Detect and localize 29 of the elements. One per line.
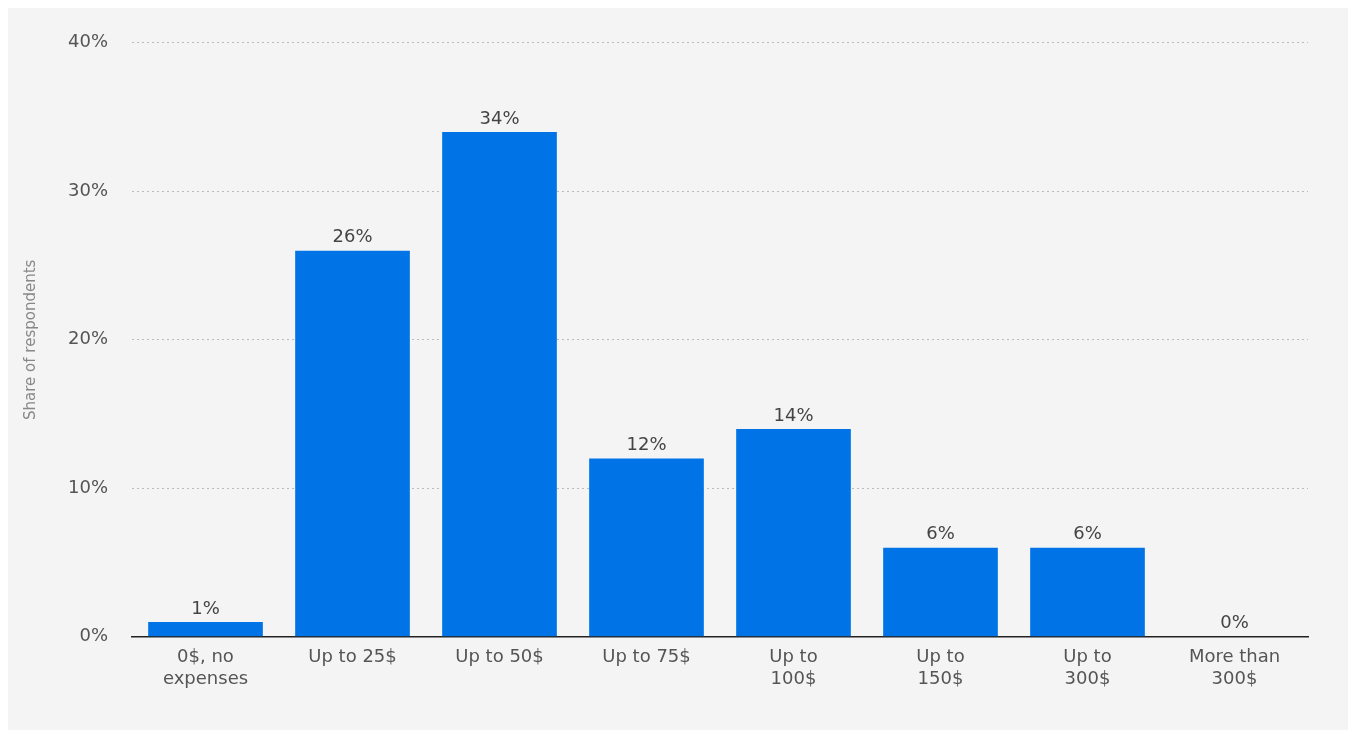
data-label: 26% xyxy=(332,225,373,247)
data-label: 1% xyxy=(191,596,220,618)
x-tick-label: More than 300$ xyxy=(1188,645,1281,688)
x-tick-label: Up to 100$ xyxy=(769,645,818,688)
bar xyxy=(442,131,557,637)
data-label: 34% xyxy=(479,106,520,128)
x-tick-label: Up to 50$ xyxy=(455,645,544,667)
bar xyxy=(148,621,263,637)
data-label: 14% xyxy=(773,403,814,425)
x-tick-label: Up to 25$ xyxy=(308,645,397,667)
data-label: 6% xyxy=(926,522,955,544)
x-tick-label: Up to 300$ xyxy=(1063,645,1112,688)
y-tick-label: 20% xyxy=(67,327,109,349)
y-tick-label: 10% xyxy=(67,475,109,497)
bar xyxy=(883,547,998,637)
x-tick-label: Up to 150$ xyxy=(916,645,965,688)
y-tick-label: 30% xyxy=(67,178,109,200)
y-tick-label: 40% xyxy=(67,30,109,52)
y-axis-title: Share of respondents xyxy=(20,259,39,420)
bar xyxy=(589,458,704,637)
y-tick-label: 0% xyxy=(79,624,109,646)
bar xyxy=(295,250,410,637)
data-label: 12% xyxy=(626,433,667,455)
x-tick-label: Up to 75$ xyxy=(602,645,691,667)
bar xyxy=(1030,547,1145,637)
data-label: 6% xyxy=(1073,522,1102,544)
data-label: 0% xyxy=(1220,611,1249,633)
x-tick-label: 0$, no expenses xyxy=(162,645,249,688)
bar xyxy=(736,428,851,637)
